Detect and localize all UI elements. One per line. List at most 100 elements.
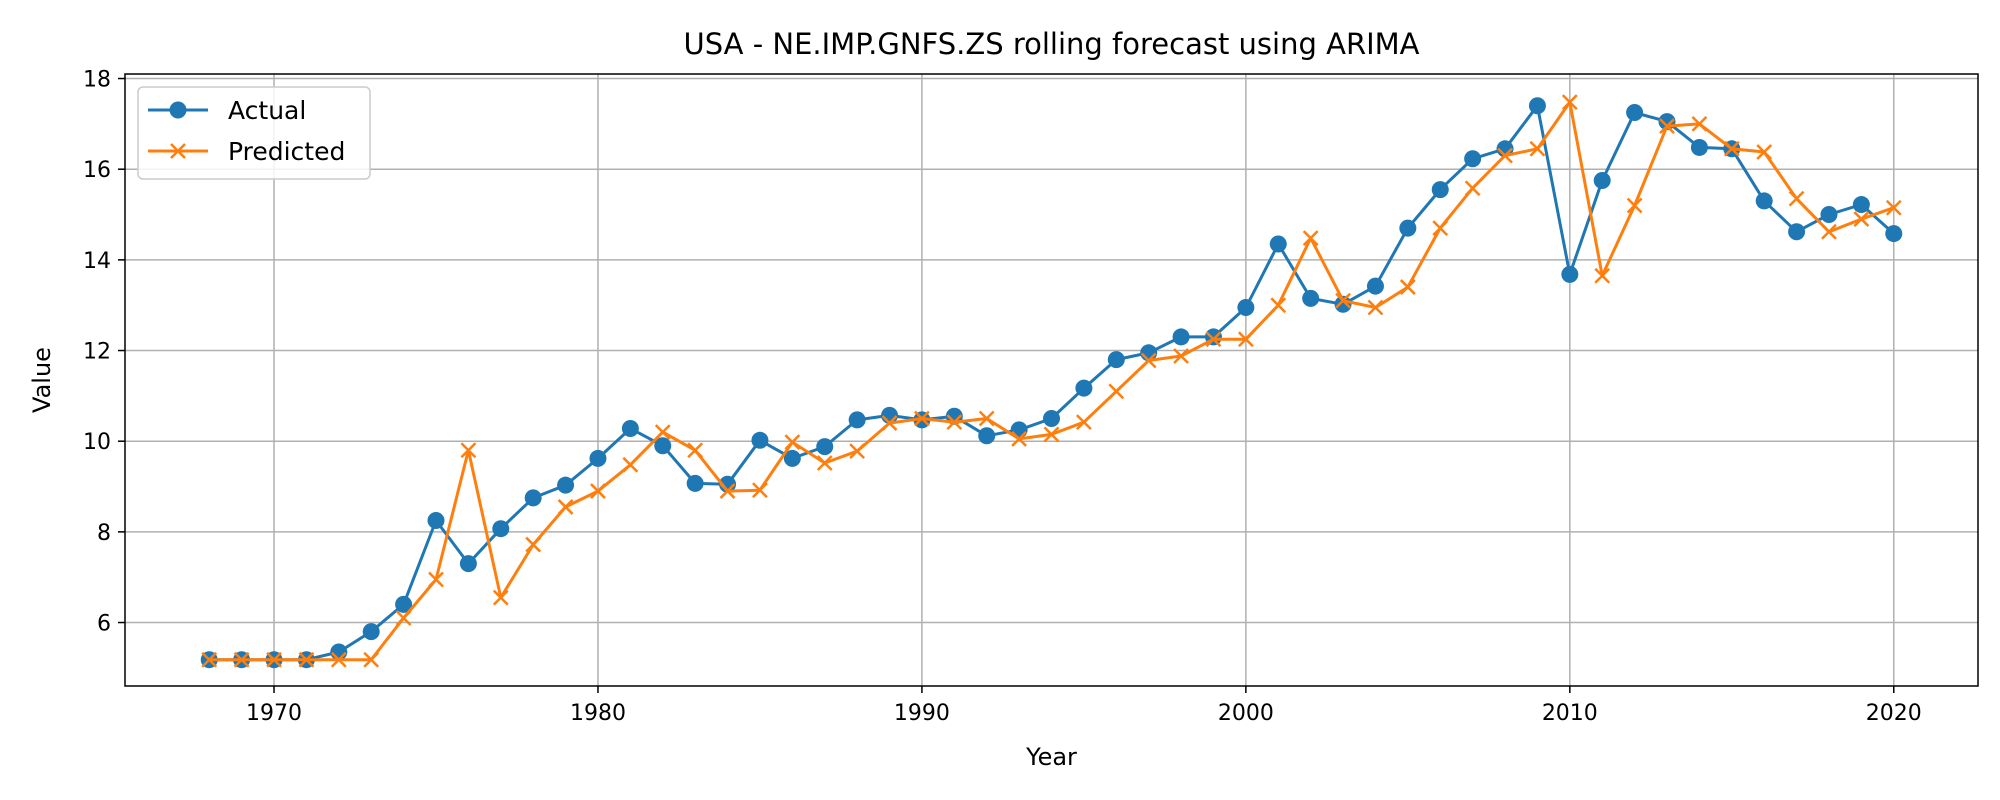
actual-point xyxy=(1302,289,1320,307)
predicted-point xyxy=(1594,267,1611,284)
y-tick-label: 16 xyxy=(83,158,111,183)
actual-point xyxy=(751,431,769,449)
actual-point xyxy=(1172,328,1190,346)
actual-point xyxy=(1788,223,1806,241)
predicted-point xyxy=(1626,197,1643,214)
predicted-point xyxy=(1464,180,1481,197)
predicted-point xyxy=(752,482,768,499)
predicted-point xyxy=(622,456,639,473)
y-tick-label: 12 xyxy=(83,340,111,365)
predicted-point xyxy=(1723,140,1740,157)
actual-point xyxy=(1528,97,1546,115)
predicted-point xyxy=(1011,431,1027,447)
predicted-point xyxy=(1043,426,1060,443)
predicted-point xyxy=(1205,331,1222,348)
chart-title: USA - NE.IMP.GNFS.ZS rolling forecast us… xyxy=(683,27,1419,61)
actual-point xyxy=(1626,104,1644,122)
actual-point xyxy=(1237,298,1255,316)
actual-point xyxy=(816,438,834,456)
predicted-point xyxy=(1756,144,1773,160)
predicted-point xyxy=(201,651,218,668)
predicted-point xyxy=(1237,331,1254,348)
predicted-point xyxy=(719,483,736,499)
predicted-point xyxy=(1270,297,1287,314)
predicted-point xyxy=(1561,94,1578,110)
y-tick-label: 8 xyxy=(97,521,111,546)
predicted-point xyxy=(492,589,509,606)
y-tick-label: 14 xyxy=(83,249,111,274)
predicted-point xyxy=(590,483,606,499)
predicted-point xyxy=(363,651,380,668)
predicted-point xyxy=(1432,220,1449,237)
actual-point xyxy=(686,474,704,492)
predicted-point xyxy=(881,415,898,431)
predicted-point xyxy=(946,414,963,431)
plot-area-frame xyxy=(124,73,1979,687)
axis-ticks: 1970 1980 1990 2000 2010 2020 6 8 10 12 14 16 18 xyxy=(83,68,1922,726)
predicted-point xyxy=(233,651,250,668)
legend-marker xyxy=(170,143,186,159)
x-tick-label: 2020 xyxy=(1866,701,1922,726)
actual-point xyxy=(783,449,801,467)
x-tick-label: 1990 xyxy=(894,701,950,726)
predicted-point xyxy=(330,651,347,668)
predicted-point xyxy=(1885,199,1902,216)
y-tick-label: 18 xyxy=(83,68,111,93)
y-tick-label: 6 xyxy=(97,612,111,637)
predicted-point xyxy=(1367,299,1384,316)
actual-point xyxy=(1399,219,1417,237)
predicted-point xyxy=(914,410,930,427)
actual-point xyxy=(654,437,672,455)
legend-label: Predicted xyxy=(228,137,345,166)
predicted-point xyxy=(525,536,542,553)
actual-point xyxy=(1885,225,1903,243)
predicted-point xyxy=(1399,279,1416,295)
predicted-point xyxy=(1691,115,1708,132)
predicted-point xyxy=(298,651,315,668)
predicted-point xyxy=(1140,352,1157,369)
actual-point xyxy=(848,411,866,429)
predicted-point xyxy=(460,442,477,459)
predicted-point xyxy=(1821,223,1837,240)
predicted-point xyxy=(978,410,995,427)
x-tick-label: 2010 xyxy=(1542,701,1598,726)
legend-marker xyxy=(169,101,187,119)
actual-point xyxy=(1431,181,1449,199)
predicted-point xyxy=(1853,211,1870,227)
actual-point xyxy=(524,489,542,507)
series-predicted xyxy=(201,94,1902,668)
predicted-point xyxy=(816,455,833,471)
actual-point xyxy=(557,476,575,494)
actual-point xyxy=(1075,379,1093,397)
actual-point xyxy=(1366,277,1384,295)
actual-point xyxy=(395,595,413,613)
series-layer xyxy=(200,94,1903,669)
actual-point xyxy=(1755,192,1773,210)
actual-point xyxy=(1820,206,1838,224)
predicted-point xyxy=(1788,190,1805,207)
actual-point xyxy=(1690,138,1708,156)
predicted-point xyxy=(1108,383,1125,400)
actual-point xyxy=(621,420,639,438)
legend-item-predicted: Predicted xyxy=(148,137,345,166)
legend: Actual Predicted xyxy=(137,86,371,180)
legend-label: Actual xyxy=(228,96,306,125)
actual-point xyxy=(978,427,996,445)
predicted-point xyxy=(1529,140,1546,157)
predicted-point xyxy=(654,424,671,441)
x-tick-label: 1980 xyxy=(570,701,626,726)
predicted-point xyxy=(1659,118,1675,135)
x-tick-label: 1970 xyxy=(246,701,302,726)
actual-point xyxy=(589,449,607,467)
predicted-point xyxy=(1173,348,1189,364)
predicted-point xyxy=(428,571,444,588)
actual-point xyxy=(1269,235,1287,253)
predicted-point xyxy=(1497,147,1513,164)
y-tick-label: 10 xyxy=(83,430,111,455)
predicted-point xyxy=(784,434,801,450)
actual-point xyxy=(1852,196,1870,214)
predicted-point xyxy=(849,443,866,460)
actual-point xyxy=(1561,265,1579,283)
actual-point xyxy=(1043,410,1060,428)
predicted-point xyxy=(1302,230,1319,246)
